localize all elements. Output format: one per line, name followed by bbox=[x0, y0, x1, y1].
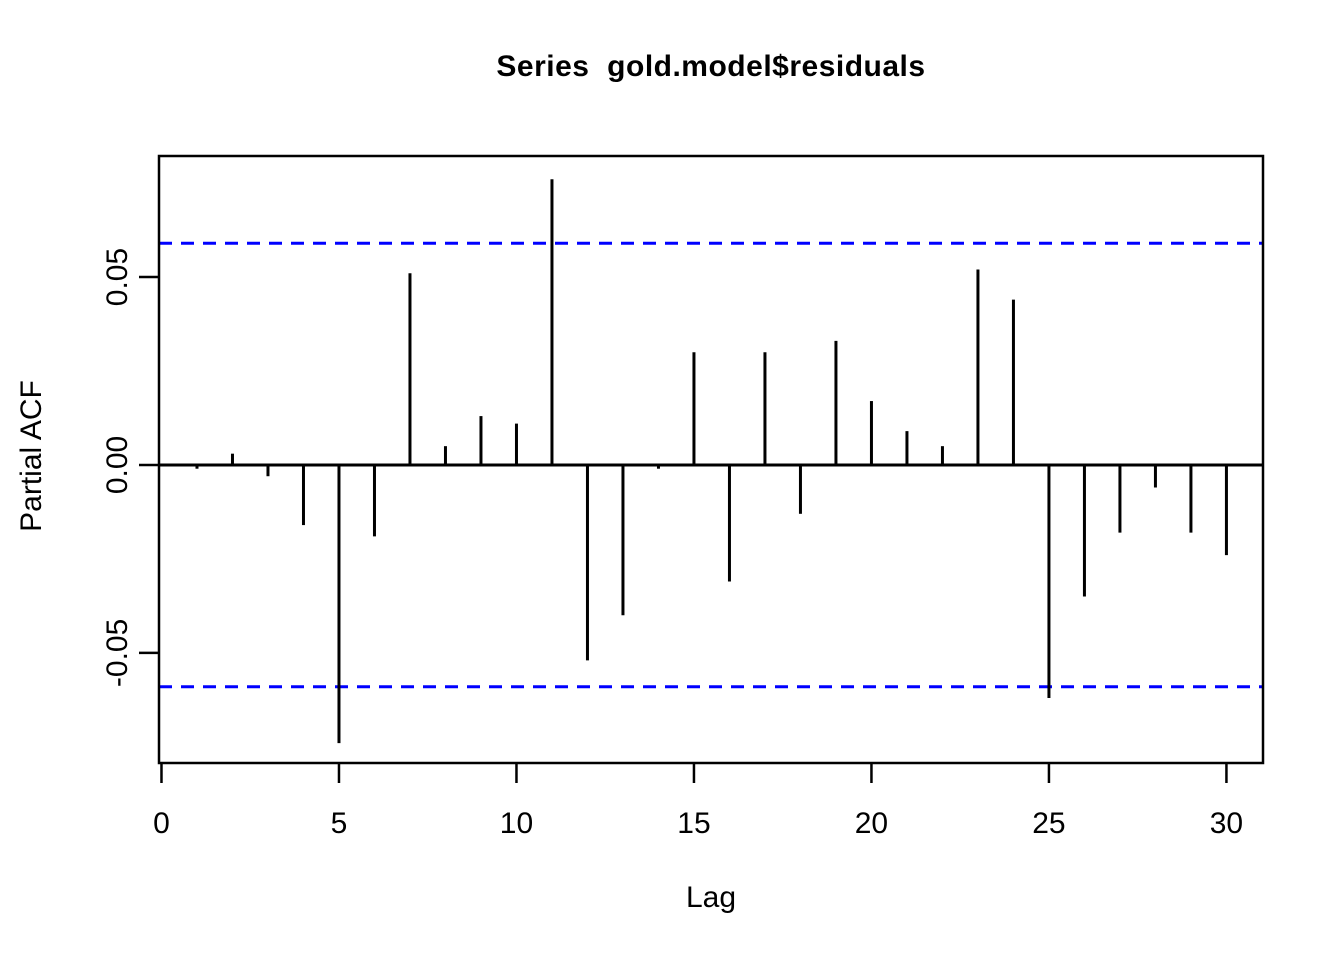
x-axis-label: Lag bbox=[685, 881, 737, 914]
x-tick-label: 0 bbox=[153, 807, 170, 840]
confidence-bands bbox=[159, 241, 1263, 689]
y-tick-label: 0.00 bbox=[101, 436, 134, 494]
y-tick-label: -0.05 bbox=[101, 619, 134, 687]
x-tick-label: 10 bbox=[500, 807, 533, 840]
axis-tick-labels: 0 5 10 15 20 25 30 -0.05 0.00 0.05 bbox=[101, 248, 1243, 840]
x-tick-label: 20 bbox=[855, 807, 888, 840]
chart-title: Series gold.model$residuals bbox=[496, 50, 926, 83]
x-tick-label: 30 bbox=[1210, 807, 1243, 840]
y-tick-label: 0.05 bbox=[101, 248, 134, 306]
x-tick-label: 15 bbox=[677, 807, 710, 840]
axis-ticks bbox=[139, 275, 1228, 783]
pacf-bars bbox=[195, 179, 1228, 744]
x-tick-label: 25 bbox=[1032, 807, 1065, 840]
x-tick-label: 5 bbox=[331, 807, 348, 840]
plot-border bbox=[157, 154, 1265, 765]
